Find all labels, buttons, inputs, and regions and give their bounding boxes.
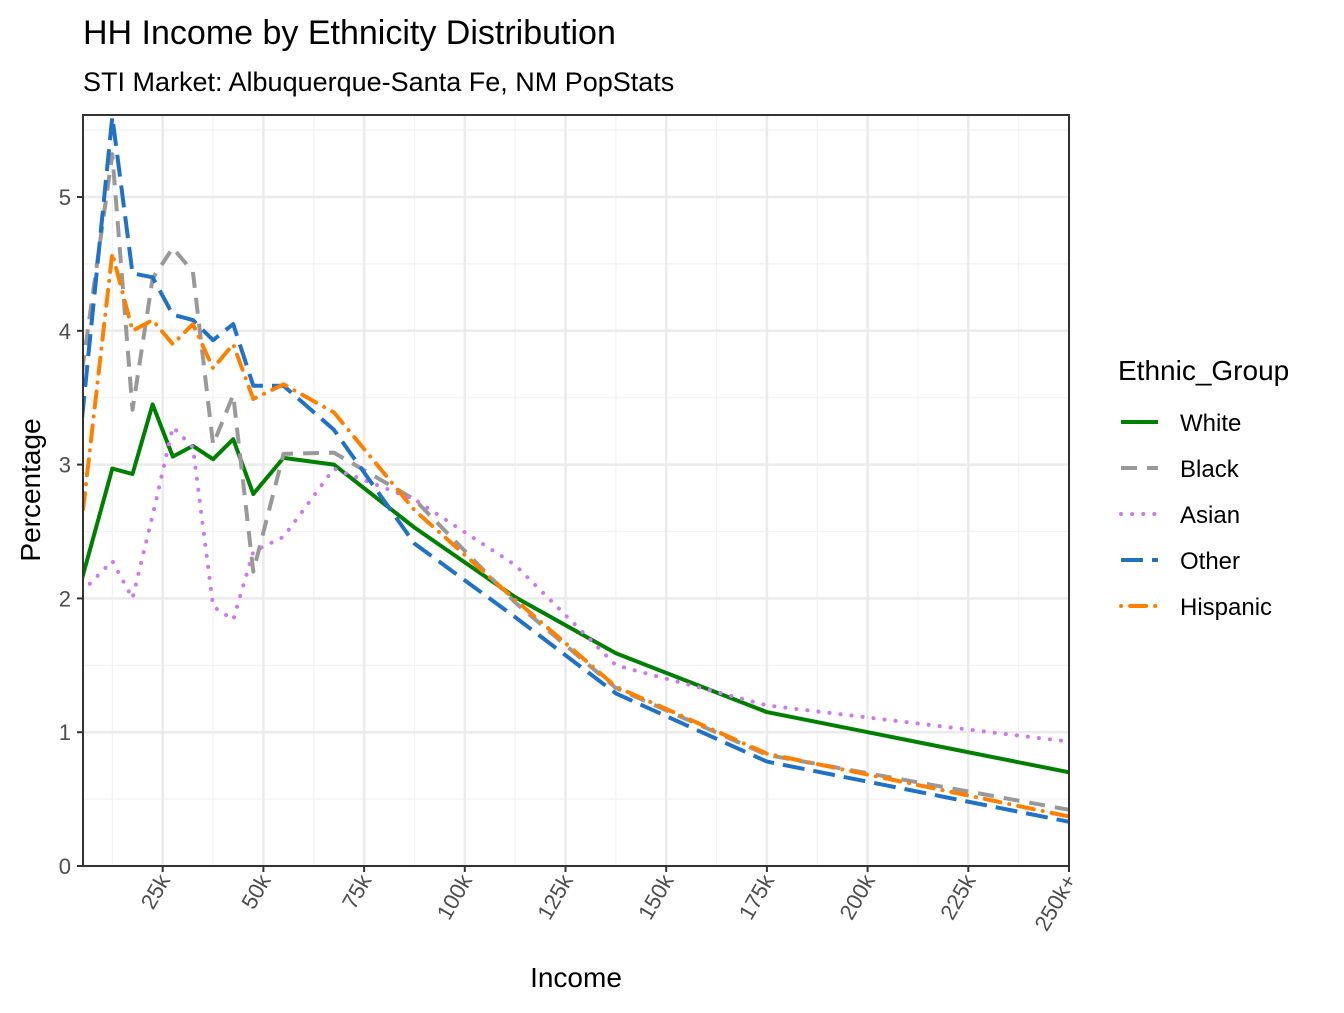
series-line-black xyxy=(83,152,1069,812)
chart-title: HH Income by Ethnicity Distribution xyxy=(83,14,616,52)
chart-subtitle: STI Market: Albuquerque-Santa Fe, NM Pop… xyxy=(83,67,674,97)
x-tick-label: 50k xyxy=(236,869,276,913)
y-tick-label: 5 xyxy=(59,185,71,210)
plot-border xyxy=(82,114,1070,867)
y-tick-label: 4 xyxy=(59,319,71,344)
y-axis-title: Percentage xyxy=(15,418,46,561)
y-tick-label: 2 xyxy=(59,586,71,611)
x-axis: 25k 50k 75k 100k 125k 150k 175k 200k 225k 250k+ xyxy=(136,866,1081,935)
series-line-hispanic xyxy=(83,251,1069,819)
series-lines xyxy=(83,115,1069,824)
y-tick-label: 0 xyxy=(59,854,71,879)
series-line-other xyxy=(83,115,1069,824)
x-tick-label: 25k xyxy=(136,869,176,913)
legend-label-hispanic: Hispanic xyxy=(1180,594,1272,621)
y-tick-label: 3 xyxy=(59,453,71,478)
legend-label-asian: Asian xyxy=(1180,502,1240,529)
plot-background xyxy=(83,115,1069,866)
x-tick-label: 225k xyxy=(935,869,981,924)
legend-label-other: Other xyxy=(1180,548,1240,575)
series-line-asian xyxy=(83,425,1069,744)
legend-label-black: Black xyxy=(1180,456,1240,483)
x-tick-label: 250k+ xyxy=(1029,870,1081,935)
legend-label-white: White xyxy=(1180,410,1241,437)
legend: Ethnic_Group White Black Asian Other Hispani… xyxy=(1118,355,1289,621)
y-axis: 0 1 2 3 4 5 xyxy=(59,185,83,879)
x-tick-label: 150k xyxy=(633,869,679,924)
y-tick-label: 1 xyxy=(59,720,71,745)
legend-title: Ethnic_Group xyxy=(1118,355,1289,386)
x-tick-label: 200k xyxy=(834,869,880,924)
x-tick-label: 100k xyxy=(432,869,478,924)
x-axis-title: Income xyxy=(530,962,622,993)
x-tick-label: 75k xyxy=(337,869,377,913)
grid xyxy=(83,115,1071,868)
x-tick-label: 125k xyxy=(532,869,578,924)
x-tick-label: 175k xyxy=(734,869,780,924)
